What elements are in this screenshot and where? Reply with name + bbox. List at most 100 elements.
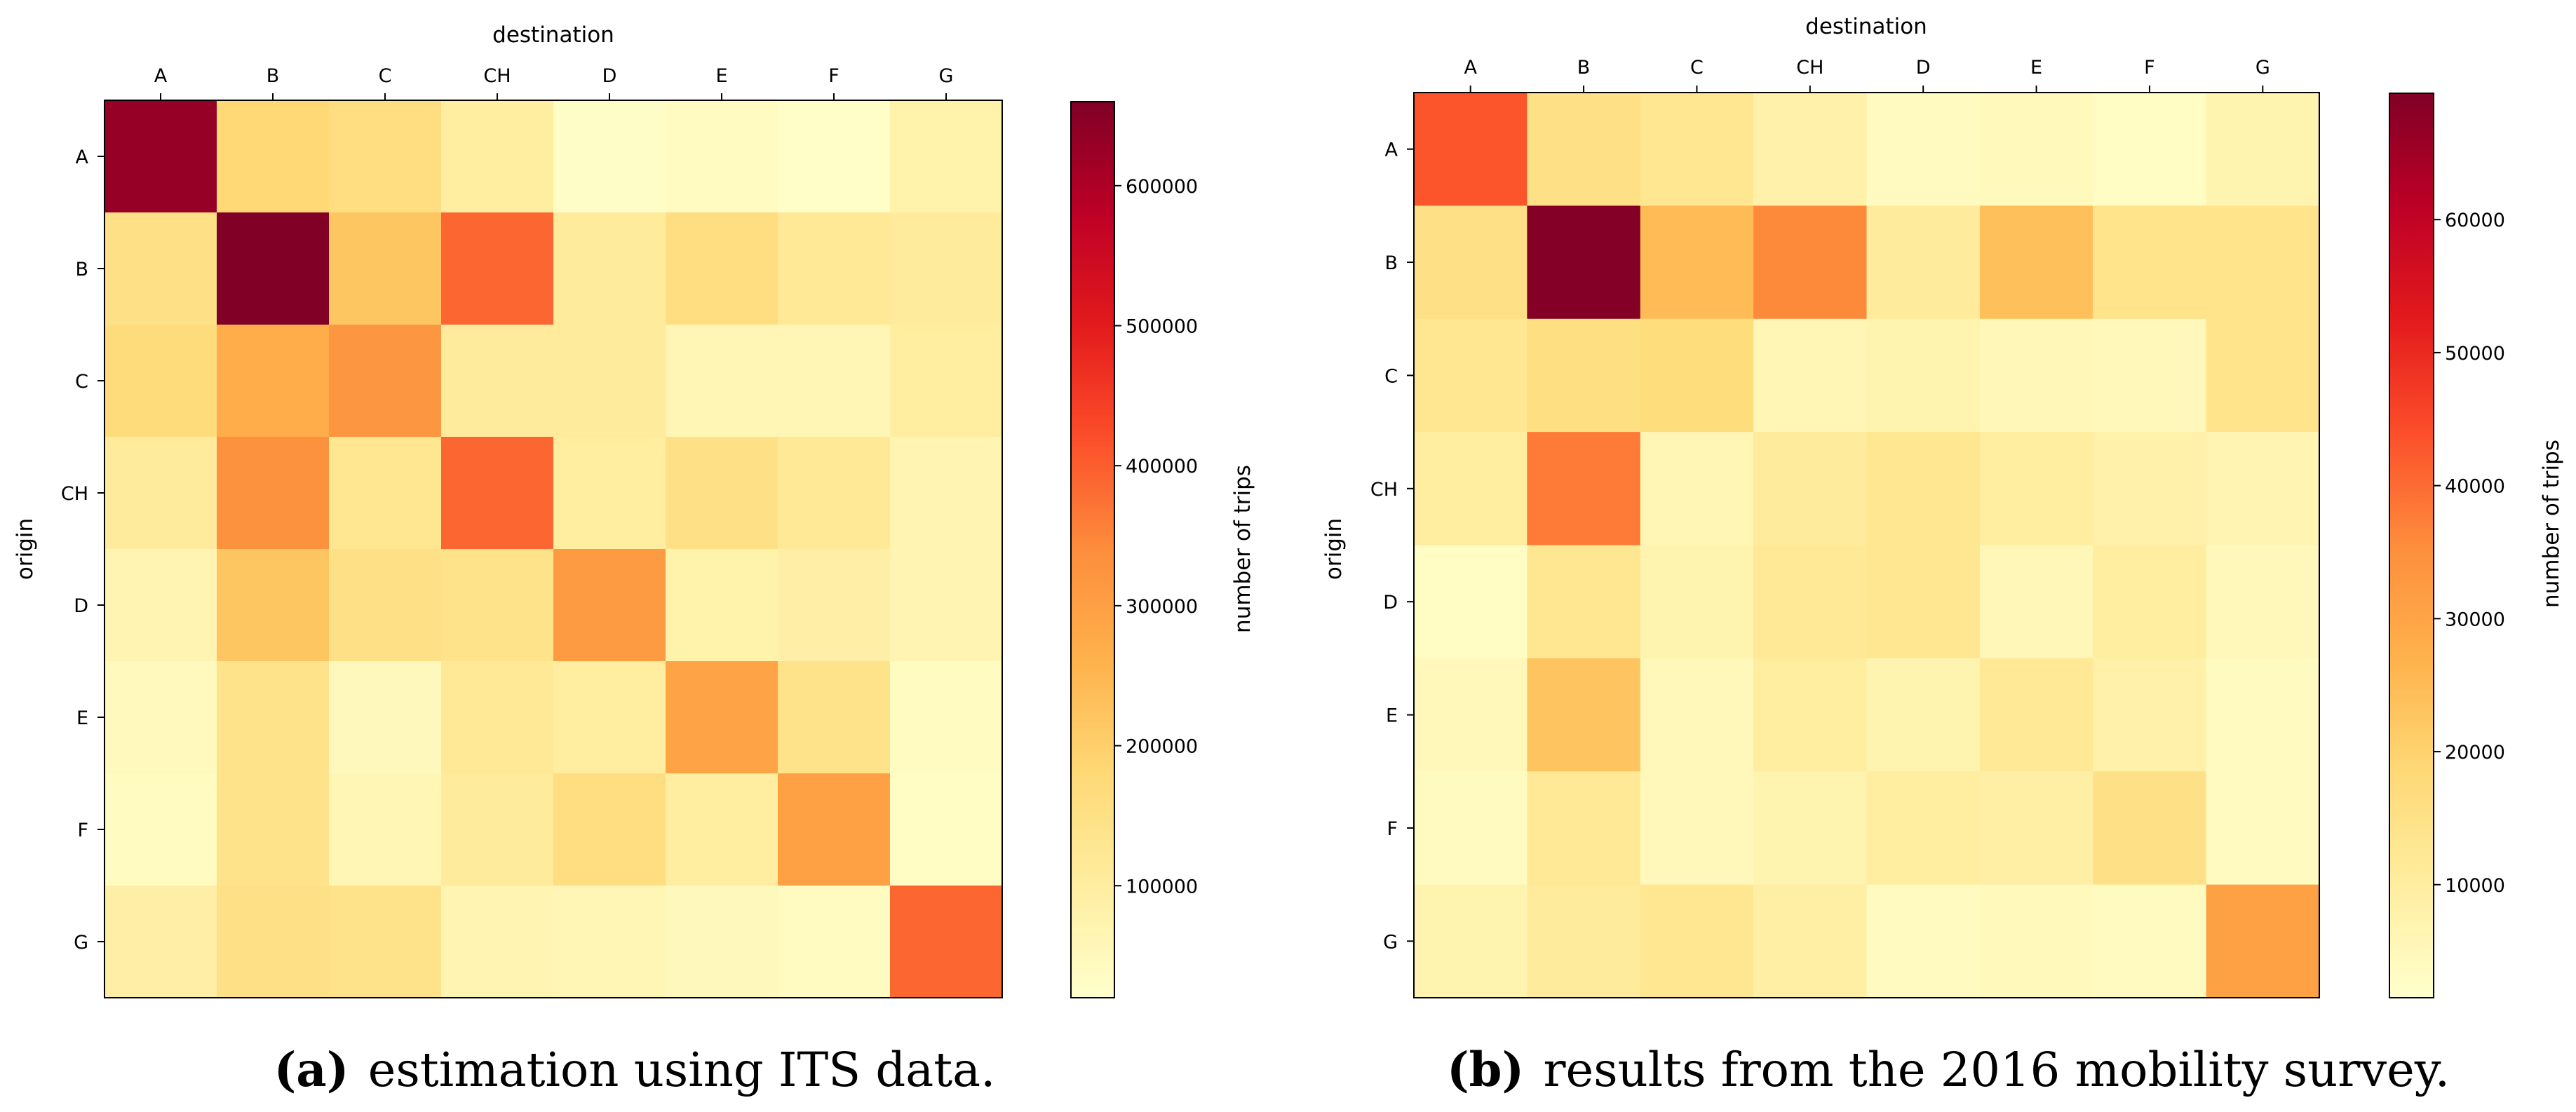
panel-a-cell-C-C [329,325,442,438]
panel-a-x-tick-label: F [828,65,839,87]
svg-text:(b) results from the 201: (b) results from the 2016 mobility surve… [1447,1042,2450,1097]
panel-a-x-tick-label: CH [483,65,511,87]
panel-a-cells [104,100,1003,998]
panel-a: A B C CH D E F G A B C CH D E F G destination origin 1… [13,22,1255,1097]
panel-b-cell-CH-E [1979,432,2093,546]
panel-b-frame [1413,92,2320,998]
panel-a-cell-CH-A [104,437,217,550]
panel-b-cell-E-C [1640,658,1754,772]
panel-a-y-tick-label: A [76,147,89,168]
panel-a-colorbar-tick-label: 200000 [1126,736,1198,758]
panel-b-letter: (b) [1447,1042,1524,1097]
panel-b-cell-A-CH [1753,93,1868,206]
panel-b-x-tick-label: CH [1796,57,1823,79]
panel-a-cell-D-F [778,549,891,662]
panel-a-ylabel: origin [13,518,38,580]
panel-b-cell-D-G [2206,545,2320,659]
panel-a-cell-D-CH [441,549,554,662]
panel-a-colorbar-tick-label: 400000 [1126,456,1198,477]
panel-b-colorbar-tick-label: 20000 [2445,742,2505,764]
panel-b-colorbar-tick-label: 30000 [2445,609,2505,630]
panel-a-letter: (a) [274,1042,349,1097]
panel-a-cell-D-D [553,549,666,662]
panel-b-y-ticks: A B C CH D E F G [1370,140,1414,953]
panel-b-cell-E-F [2093,658,2207,772]
panel-a-cell-B-F [778,212,891,325]
panel-a-cell-C-G [890,325,1003,438]
panel-b-cell-A-D [1866,93,1981,206]
panel-b-cell-B-E [1979,205,2093,320]
panel-b-cell-G-B [1527,884,1641,998]
panel-b-cell-CH-A [1414,432,1528,546]
panel-a-cell-F-E [666,773,778,886]
panel-a-colorbar-tick-label: 300000 [1126,596,1198,618]
panel-b-cell-C-C [1640,318,1754,433]
panel-a-cell-CH-F [778,437,891,550]
panel-b-cell-E-A [1414,658,1528,772]
panel-a-y-tick-label: G [74,932,88,954]
panel-a-cell-E-F [778,661,891,774]
panel-a-y-tick-label: D [74,595,88,617]
panel-a-cell-C-E [666,325,778,438]
panel-a-cell-CH-E [666,437,778,550]
panel-b-cell-E-B [1527,658,1641,772]
panel-a-y-tick-label: C [75,371,88,393]
panel-a-cell-F-B [217,773,330,886]
panel-a-cell-CH-G [890,437,1003,550]
panel-a-cell-G-B [217,886,330,998]
panel-b-cell-A-A [1414,93,1528,206]
panel-b-cell-A-F [2093,93,2207,206]
panel-b-cell-D-F [2093,545,2207,659]
panel-b-cell-C-D [1866,318,1981,433]
panel-a-x-tick-label: A [154,65,168,87]
panel-b-x-ticks: A B C CH D E F G [1464,57,2270,93]
panel-a-cell-B-G [890,212,1003,325]
panel-b-x-tick-label: E [2030,57,2042,79]
panel-b-cell-D-D [1866,545,1981,659]
panel-a-cell-B-D [553,212,666,325]
panel-a-cell-E-A [104,661,217,774]
panel-a-x-tick-label: G [939,65,954,87]
panel-a-cell-G-G [890,886,1003,998]
panel-b-cell-F-CH [1753,771,1868,886]
panel-b-colorbar-tick-label: 40000 [2445,476,2505,498]
panel-a-cell-G-CH [441,886,554,998]
panel-a-colorbar-tick-label: 500000 [1126,316,1198,338]
panel-a-colorbar-tick-label: 600000 [1126,176,1198,198]
panel-b-colorbar-tick-label: 10000 [2445,875,2505,897]
panel-a-cell-E-D [553,661,666,774]
panel-b-ylabel: origin [1321,518,1347,580]
panel-a-cell-E-E [666,661,778,774]
panel-a-cell-A-E [666,100,778,213]
panel-a-colorbar-label: number of trips [1230,465,1255,633]
panel-a-y-tick-label: E [76,707,88,729]
panel-a-cell-B-E [666,212,778,325]
panel-b-cell-F-E [1979,771,2093,886]
panel-a-caption: estimation using ITS data. [368,1043,996,1097]
panel-b-x-tick-label: A [1464,57,1477,79]
panel-a-cell-G-C [329,886,442,998]
panel-b-x-tick-label: C [1690,57,1704,79]
svg-text:(a) estimation using ITS: (a) estimation using ITS data. [274,1042,996,1097]
panel-b-cell-G-G [2206,884,2320,998]
panel-a-cell-F-F [778,773,891,886]
panel-a-cell-E-G [890,661,1003,774]
panel-a-y-ticks: A B C CH D E F G [61,147,104,954]
panel-b-cell-F-A [1414,771,1528,886]
panel-a-x-tick-label: D [602,65,617,87]
panel-b-cell-G-D [1866,884,1981,998]
panel-a-cell-A-CH [441,100,554,213]
panel-b-y-tick-label: F [1387,818,1398,840]
panel-a-cell-B-C [329,212,442,325]
panel-b-cell-B-CH [1753,205,1868,320]
panel-a-cell-A-D [553,100,666,213]
panel-a-cell-A-B [217,100,330,213]
panel-b-colorbar-label: number of trips [2539,440,2564,608]
panel-a-cell-G-E [666,886,778,998]
panel-b-cell-C-CH [1753,318,1868,433]
panel-b-y-tick-label: D [1383,592,1398,613]
panel-a-x-tick-label: B [267,65,280,87]
panel-a-cell-F-C [329,773,442,886]
panel-a-cell-F-G [890,773,1003,886]
panel-a-cell-G-F [778,886,891,998]
